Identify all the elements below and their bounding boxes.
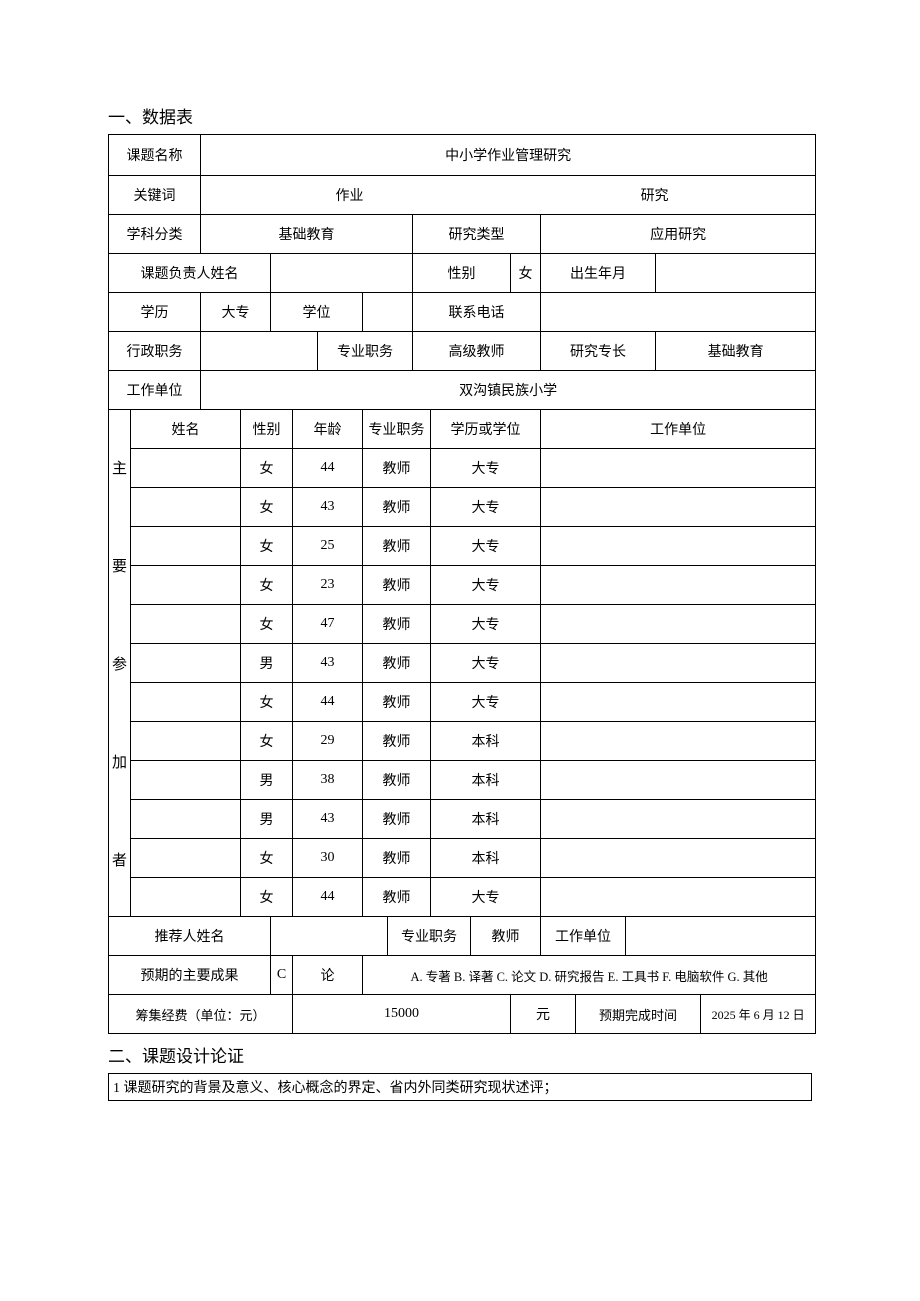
table-row: 男 43 教师 本科 — [109, 800, 816, 839]
value-leader-education: 大专 — [201, 293, 271, 332]
kw1: 作业 — [203, 185, 496, 205]
label-yuan: 元 — [511, 995, 576, 1034]
phead-gender: 性别 — [241, 410, 293, 449]
label-workplace: 工作单位 — [109, 371, 201, 410]
value-leader-workplace: 双沟镇民族小学 — [201, 371, 816, 410]
label-topic-name: 课题名称 — [109, 135, 201, 176]
value-subject-class: 基础教育 — [201, 215, 413, 254]
value-leader-degree — [363, 293, 413, 332]
table-row: 女 29 教师 本科 — [109, 722, 816, 761]
value-topic-name: 中小学作业管理研究 — [201, 135, 816, 176]
label-expected-results: 预期的主要成果 — [109, 956, 271, 995]
phead-name: 姓名 — [131, 410, 241, 449]
table-row: 女 25 教师 大专 — [109, 527, 816, 566]
value-leader-prof-pos: 高级教师 — [413, 332, 541, 371]
value-leader-research-strength: 基础教育 — [656, 332, 816, 371]
value-leader-gender: 女 — [511, 254, 541, 293]
label-expected-done: 预期完成时间 — [576, 995, 701, 1034]
table-row: 女 44 教师 大专 — [109, 449, 816, 488]
label-prof-pos: 专业职务 — [318, 332, 413, 371]
label-research-strength: 研究专长 — [541, 332, 656, 371]
value-leader-admin-pos — [201, 332, 318, 371]
value-keywords: 作业 研究 — [201, 176, 816, 215]
value-research-type: 应用研究 — [541, 215, 816, 254]
value-results-code: C — [271, 956, 293, 995]
table-row: 女 44 教师 大专 — [109, 878, 816, 917]
label-participants: 主要参加者 — [109, 410, 131, 917]
section2-title: 二、课题设计论证 — [108, 1042, 812, 1067]
table-row: 男 43 教师 大专 — [109, 644, 816, 683]
data-table: 课题名称 中小学作业管理研究 关键词 作业 研究 学科分类 基础教育 研究类型 … — [108, 134, 816, 1034]
label-education: 学历 — [109, 293, 201, 332]
value-leader-name — [271, 254, 413, 293]
value-recommender-prof: 教师 — [471, 917, 541, 956]
value-leader-birth — [656, 254, 816, 293]
table-row: 男 38 教师 本科 — [109, 761, 816, 800]
label-gender: 性别 — [413, 254, 511, 293]
section2-box-text: 1 课题研究的背景及意义、核心概念的界定、省内外同类研究现状述评； — [109, 1074, 812, 1101]
value-recommender-name — [271, 917, 388, 956]
value-done-date: 2025 年 6 月 12 日 — [701, 995, 816, 1034]
label-prof-pos2: 专业职务 — [388, 917, 471, 956]
section1-title: 一、数据表 — [108, 103, 812, 128]
label-birth: 出生年月 — [541, 254, 656, 293]
label-degree: 学位 — [271, 293, 363, 332]
value-recommender-wp — [626, 917, 816, 956]
label-keywords: 关键词 — [109, 176, 201, 215]
value-funding-amount: 15000 — [293, 995, 511, 1034]
value-results-short: 论 — [293, 956, 363, 995]
phead-edu: 学历或学位 — [431, 410, 541, 449]
table-row: 女 43 教师 大专 — [109, 488, 816, 527]
label-subject-class: 学科分类 — [109, 215, 201, 254]
value-results-list: A. 专著 B. 译著 C. 论文 D. 研究报告 E. 工具书 F. 电脑软件… — [363, 956, 816, 995]
table-row: 女 44 教师 大专 — [109, 683, 816, 722]
table-row: 女 23 教师 大专 — [109, 566, 816, 605]
label-research-type: 研究类型 — [413, 215, 541, 254]
label-phone: 联系电话 — [413, 293, 541, 332]
phead-prof: 专业职务 — [363, 410, 431, 449]
label-recommender: 推荐人姓名 — [109, 917, 271, 956]
label-admin-pos: 行政职务 — [109, 332, 201, 371]
phead-age: 年龄 — [293, 410, 363, 449]
label-funding: 筹集经费（单位：元） — [109, 995, 293, 1034]
value-leader-phone — [541, 293, 816, 332]
table-row: 女 30 教师 本科 — [109, 839, 816, 878]
kw2: 研究 — [496, 185, 813, 205]
label-leader-name: 课题负责人姓名 — [109, 254, 271, 293]
section2-box-table: 1 课题研究的背景及意义、核心概念的界定、省内外同类研究现状述评； — [108, 1073, 812, 1101]
phead-wp: 工作单位 — [541, 410, 816, 449]
table-row: 女 47 教师 大专 — [109, 605, 816, 644]
label-workplace2: 工作单位 — [541, 917, 626, 956]
